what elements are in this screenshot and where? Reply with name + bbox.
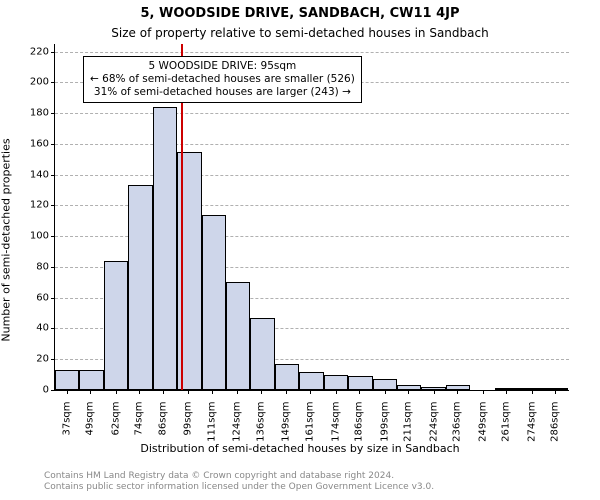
x-tick-label: 274sqm — [526, 396, 537, 442]
x-tick-mark — [359, 390, 360, 394]
x-tick-label: 286sqm — [550, 396, 561, 442]
x-tick-label: 199sqm — [379, 396, 390, 442]
x-tick-mark — [67, 390, 68, 394]
x-tick-mark — [90, 390, 91, 394]
x-tick-label: 136sqm — [255, 396, 266, 442]
histogram-bar — [55, 370, 79, 390]
histogram-bar — [275, 364, 299, 390]
y-tick-mark — [51, 52, 55, 53]
chart-title: 5, WOODSIDE DRIVE, SANDBACH, CW11 4JP — [0, 6, 600, 21]
chart-container: 5, WOODSIDE DRIVE, SANDBACH, CW11 4JP Si… — [0, 0, 600, 500]
histogram-bar — [373, 379, 397, 390]
x-tick-label: 149sqm — [281, 396, 292, 442]
histogram-bar — [348, 376, 372, 390]
y-tick-mark — [51, 390, 55, 391]
histogram-bar — [128, 185, 152, 390]
annotation-line: ← 68% of semi-detached houses are smalle… — [90, 73, 355, 86]
x-tick-label: 224sqm — [428, 396, 439, 442]
x-tick-mark — [408, 390, 409, 394]
x-tick-label: 161sqm — [305, 396, 316, 442]
x-tick-label: 111sqm — [206, 396, 217, 442]
x-tick-mark — [457, 390, 458, 394]
x-tick-label: 99sqm — [183, 396, 194, 436]
y-axis-label: Number of semi-detached properties — [0, 138, 13, 341]
y-tick-mark — [51, 267, 55, 268]
x-tick-mark — [261, 390, 262, 394]
annotation-line: 5 WOODSIDE DRIVE: 95sqm — [90, 60, 355, 73]
histogram-bar — [299, 372, 323, 390]
histogram-bar — [250, 318, 274, 390]
gridline — [55, 52, 569, 53]
annotation-line: 31% of semi-detached houses are larger (… — [90, 86, 355, 99]
x-tick-mark — [310, 390, 311, 394]
histogram-bar — [397, 385, 421, 390]
x-tick-mark — [532, 390, 533, 394]
histogram-bar — [153, 107, 177, 390]
x-tick-mark — [212, 390, 213, 394]
footer-attribution: Contains HM Land Registry data © Crown c… — [44, 471, 434, 494]
histogram-bar — [202, 215, 226, 390]
gridline — [55, 113, 569, 114]
x-tick-label: 249sqm — [477, 396, 488, 442]
gridline — [55, 175, 569, 176]
x-tick-label: 236sqm — [452, 396, 463, 442]
x-tick-mark — [385, 390, 386, 394]
x-tick-mark — [116, 390, 117, 394]
x-tick-mark — [188, 390, 189, 394]
x-tick-label: 186sqm — [354, 396, 365, 442]
x-tick-mark — [163, 390, 164, 394]
y-tick-mark — [51, 328, 55, 329]
x-tick-label: 74sqm — [134, 396, 145, 436]
x-tick-label: 62sqm — [110, 396, 121, 436]
histogram-bar — [79, 370, 103, 390]
x-tick-label: 174sqm — [330, 396, 341, 442]
footer-line-2: Contains public sector information licen… — [44, 482, 434, 493]
y-tick-mark — [51, 205, 55, 206]
x-tick-mark — [139, 390, 140, 394]
y-tick-mark — [51, 82, 55, 83]
chart-subtitle: Size of property relative to semi-detach… — [0, 26, 600, 40]
y-tick-mark — [51, 144, 55, 145]
annotation-box: 5 WOODSIDE DRIVE: 95sqm← 68% of semi-det… — [83, 56, 362, 103]
y-tick-mark — [51, 236, 55, 237]
x-tick-label: 124sqm — [232, 396, 243, 442]
x-tick-mark — [483, 390, 484, 394]
y-tick-mark — [51, 175, 55, 176]
x-tick-mark — [506, 390, 507, 394]
x-tick-label: 49sqm — [85, 396, 96, 436]
y-tick-mark — [51, 298, 55, 299]
histogram-bar — [324, 375, 348, 390]
x-tick-label: 86sqm — [157, 396, 168, 436]
footer-line-1: Contains HM Land Registry data © Crown c… — [44, 471, 434, 482]
plot-area: 0204060801001201401601802002205 WOODSIDE… — [54, 44, 569, 391]
x-axis-label: Distribution of semi-detached houses by … — [0, 442, 600, 455]
x-tick-label: 261sqm — [501, 396, 512, 442]
histogram-bar — [104, 261, 128, 390]
y-tick-mark — [51, 359, 55, 360]
x-tick-label: 211sqm — [403, 396, 414, 442]
x-tick-mark — [237, 390, 238, 394]
x-tick-label: 37sqm — [61, 396, 72, 436]
x-tick-mark — [434, 390, 435, 394]
x-tick-mark — [286, 390, 287, 394]
x-tick-mark — [336, 390, 337, 394]
y-tick-mark — [51, 113, 55, 114]
x-tick-mark — [555, 390, 556, 394]
gridline — [55, 144, 569, 145]
histogram-bar — [226, 282, 250, 390]
